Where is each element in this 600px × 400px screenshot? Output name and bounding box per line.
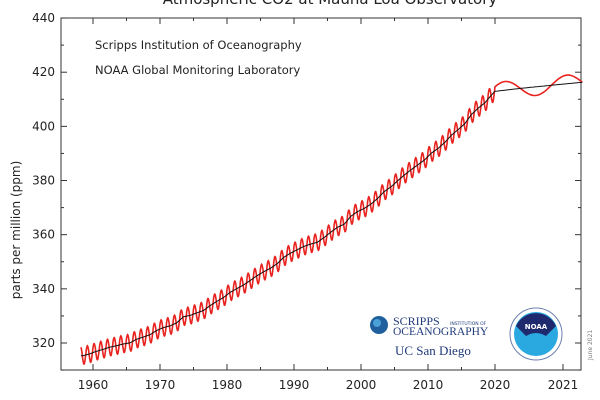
x-tick-label: 2020 <box>480 378 511 392</box>
noaa-logo: NOAA <box>509 307 563 361</box>
y-tick-label: 400 <box>32 119 55 133</box>
annual-trend-line <box>80 81 583 357</box>
annotation-scripps: Scripps Institution of Oceanography <box>95 38 302 52</box>
y-tick-label: 380 <box>32 174 55 188</box>
x-tick-label: 1990 <box>279 378 310 392</box>
x-tick-label: 2021 <box>548 378 579 392</box>
y-tick-label: 320 <box>32 336 55 350</box>
date-note: June 2021 <box>587 330 594 361</box>
y-tick-label: 420 <box>32 65 55 79</box>
x-tick-label: 1970 <box>145 378 176 392</box>
chart-title: Atmospheric CO2 at Mauna Loa Observatory <box>163 0 498 8</box>
monthly-co2-line <box>80 74 583 366</box>
x-tick-label: 1960 <box>78 378 109 392</box>
y-tick-label: 440 <box>32 11 55 25</box>
annotation-noaa: NOAA Global Monitoring Laboratory <box>95 63 300 77</box>
y-axis-label: parts per million (ppm) <box>9 161 23 300</box>
y-tick-label: 360 <box>32 228 55 242</box>
scripps-small-text: INSTITUTION OF <box>450 321 487 327</box>
scripps-logo: SCRIPPS INSTITUTION OF OCEANOGRAPHY UC S… <box>370 314 489 358</box>
y-tick-label: 340 <box>32 282 55 296</box>
x-tick-label: 2000 <box>346 378 377 392</box>
ucsd-text: UC San Diego <box>395 343 471 358</box>
oceanography-text: OCEANOGRAPHY <box>393 326 489 338</box>
plot-frame <box>60 17 582 371</box>
noaa-text: NOAA <box>525 323 548 331</box>
scripps-text: SCRIPPS <box>393 314 440 328</box>
x-tick-label: 2010 <box>413 378 444 392</box>
x-tick-label: 1980 <box>212 378 243 392</box>
